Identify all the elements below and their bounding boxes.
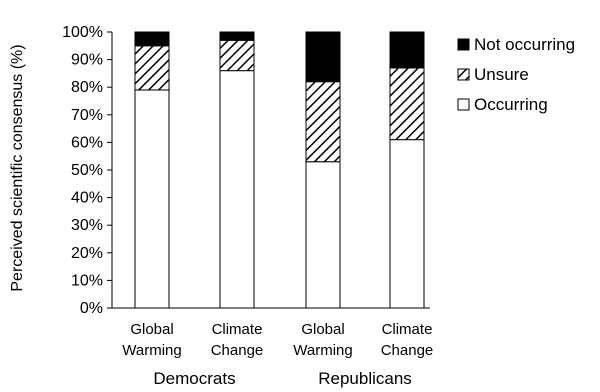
bar-segment-occurring [305, 161, 341, 309]
legend-label: Occurring [474, 95, 548, 114]
bar-segment-not-occurring [305, 31, 341, 83]
y-tick-label: 50% [71, 162, 103, 179]
y-tick-label: 60% [71, 134, 103, 151]
y-axis: 0% 10% 20% 30% 40% 50% 60% 70% 80% 90% 100% [62, 24, 113, 317]
y-tick-label: 70% [71, 107, 103, 124]
y-tick-label: 10% [71, 272, 103, 289]
y-tick-label: 80% [71, 79, 103, 96]
x-tick-label: Change [381, 342, 434, 359]
plot-area [134, 31, 425, 309]
legend-label: Not occurring [474, 35, 575, 54]
y-tick-label: 20% [71, 245, 103, 262]
y-tick-label: 90% [71, 52, 103, 69]
bar-segment-not-occurring [134, 31, 170, 47]
bar-segment-occurring [389, 139, 425, 309]
x-tick-label: Change [211, 342, 264, 359]
group-labels: Democrats Republicans [153, 369, 411, 388]
x-tick-label: Global [301, 321, 344, 338]
x-tick-label: Warming [122, 342, 181, 359]
bar-segment-unsure [134, 45, 170, 91]
x-tick-label: Global [130, 321, 173, 338]
y-tick-label: 30% [71, 217, 103, 234]
y-tick-label: 100% [62, 24, 103, 41]
bar-segment-not-occurring [219, 31, 255, 41]
legend-swatch [457, 38, 470, 51]
legend-swatch [457, 68, 470, 81]
bar-segment-occurring [219, 70, 255, 309]
bar-segment-occurring [134, 89, 170, 309]
y-axis-label: Perceived scientific consensus (%) [9, 44, 26, 291]
x-axis: Global Warming Climate Change Global Warming C… [112, 307, 434, 359]
bar-segment-unsure [389, 67, 425, 141]
legend-label: Unsure [474, 65, 529, 84]
y-tick-label: 0% [80, 300, 103, 317]
bar-segment-unsure [305, 81, 341, 163]
legend: Not occurring Unsure Occurring [457, 35, 575, 114]
group-label: Republicans [318, 369, 412, 388]
y-tick-label: 40% [71, 190, 103, 207]
x-tick-label: Warming [293, 342, 352, 359]
legend-swatch [457, 98, 470, 111]
x-tick-label: Climate [212, 321, 263, 338]
bar-segment-unsure [219, 39, 255, 72]
bar-segment-not-occurring [389, 31, 425, 69]
group-label: Democrats [153, 369, 235, 388]
x-tick-label: Climate [382, 321, 433, 338]
